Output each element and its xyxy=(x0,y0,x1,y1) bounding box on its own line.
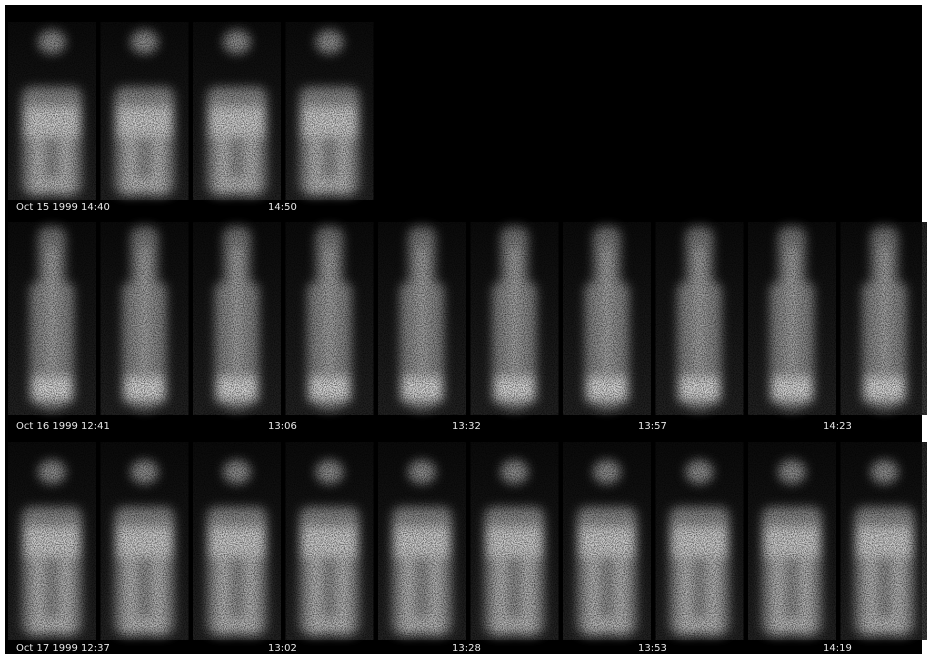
grain xyxy=(563,442,651,640)
timestamp-label: 13:02 xyxy=(268,643,297,654)
grain xyxy=(748,442,836,640)
scan-frame xyxy=(193,22,281,200)
scan-frame xyxy=(840,442,927,640)
scan-frame xyxy=(100,222,189,415)
scan-frame xyxy=(748,442,836,640)
scan-frame xyxy=(8,222,96,415)
grain xyxy=(470,442,559,640)
grain xyxy=(285,222,374,415)
timestamp-label: Oct 15 1999 14:40 xyxy=(16,202,110,213)
scan-frame xyxy=(655,222,744,415)
scan-frame xyxy=(285,22,374,200)
timestamp-label: Oct 17 1999 12:37 xyxy=(16,643,110,654)
scan-frame xyxy=(655,442,744,640)
grain xyxy=(655,222,744,415)
grain xyxy=(285,22,374,200)
grain xyxy=(193,442,281,640)
scan-frame xyxy=(8,442,96,640)
scan-frame xyxy=(563,222,651,415)
timestamp-label: 14:19 xyxy=(823,643,852,654)
scan-frame xyxy=(285,222,374,415)
scan-frame xyxy=(285,442,374,640)
grain xyxy=(840,222,927,415)
grain xyxy=(285,442,374,640)
grain xyxy=(748,222,836,415)
grain xyxy=(655,442,744,640)
grain xyxy=(470,222,559,415)
scan-frame xyxy=(563,442,651,640)
timestamp-label: Oct 16 1999 12:41 xyxy=(16,421,110,432)
grain xyxy=(8,22,96,200)
grain xyxy=(193,22,281,200)
grain xyxy=(100,222,189,415)
scan-frame xyxy=(470,222,559,415)
timestamp-label: 14:23 xyxy=(823,421,852,432)
timestamp-label: 13:28 xyxy=(452,643,481,654)
scan-frame xyxy=(193,442,281,640)
grain xyxy=(8,222,96,415)
scan-frame xyxy=(840,222,927,415)
grain xyxy=(193,222,281,415)
timestamp-label: 13:53 xyxy=(638,643,667,654)
grain xyxy=(100,22,189,200)
scan-frame xyxy=(378,222,466,415)
grain xyxy=(840,442,927,640)
scan-frame xyxy=(470,442,559,640)
scan-frame xyxy=(378,442,466,640)
grain xyxy=(8,442,96,640)
scan-frame xyxy=(100,22,189,200)
timestamp-label: 13:06 xyxy=(268,421,297,432)
timestamp-label: 14:50 xyxy=(268,202,297,213)
scan-frame xyxy=(748,222,836,415)
grain xyxy=(378,222,466,415)
grain xyxy=(100,442,189,640)
scan-frame xyxy=(100,442,189,640)
timestamp-label: 13:32 xyxy=(452,421,481,432)
grain xyxy=(378,442,466,640)
scan-frame xyxy=(193,222,281,415)
scan-frame xyxy=(8,22,96,200)
timestamp-label: 13:57 xyxy=(638,421,667,432)
grain xyxy=(563,222,651,415)
